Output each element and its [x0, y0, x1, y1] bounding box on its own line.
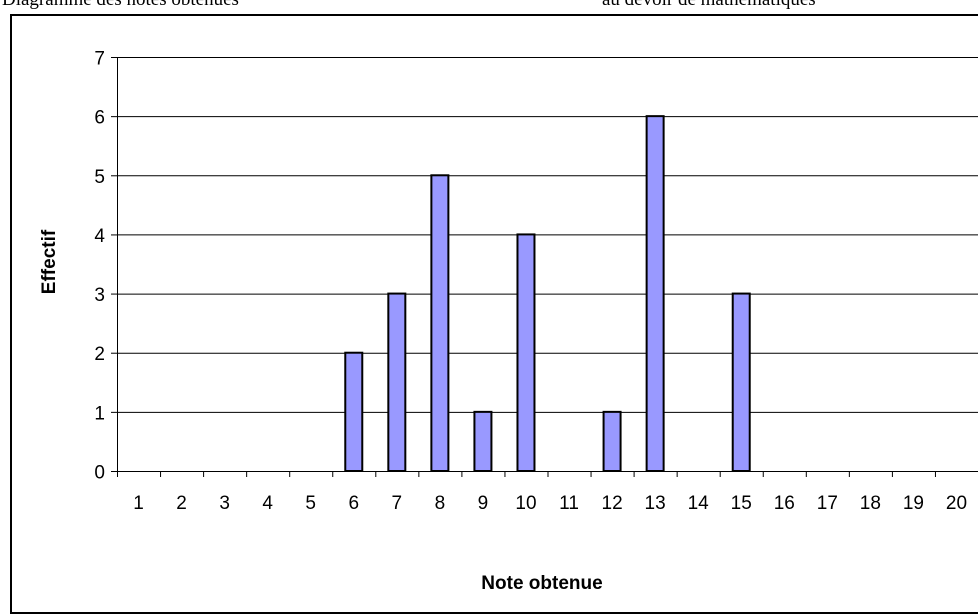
x-tick-label: 15: [731, 493, 752, 514]
x-axis-title: Note obtenue: [481, 573, 602, 594]
y-tick-label: 4: [94, 226, 105, 247]
x-tick-label: 14: [688, 493, 710, 514]
bar-8: [431, 175, 448, 471]
gridlines: [117, 58, 978, 413]
bar-10: [517, 234, 534, 471]
x-tick-label: 6: [348, 493, 359, 514]
x-tick-label: 13: [645, 493, 666, 514]
x-tick-label: 16: [774, 493, 795, 514]
x-tick-label: 12: [602, 493, 623, 514]
bar-6: [345, 353, 362, 471]
x-axis-ticks: 1234567891011121314151617181920: [118, 471, 978, 514]
x-tick-label: 1: [133, 493, 144, 514]
x-tick-label: 2: [176, 493, 187, 514]
x-tick-label: 20: [946, 493, 967, 514]
y-axis-ticks: 0 1 2 3 4 5 6 7: [94, 49, 117, 484]
y-tick-label: 5: [94, 167, 105, 188]
bar-9: [474, 412, 491, 471]
bar-13: [647, 116, 664, 471]
bar-12: [604, 412, 621, 471]
x-tick-label: 17: [817, 493, 838, 514]
x-tick-label: 18: [860, 493, 881, 514]
x-tick-label: 5: [305, 493, 316, 514]
y-axis-title: Effectif: [39, 229, 60, 294]
x-tick-label: 10: [515, 493, 536, 514]
y-tick-label: 6: [94, 108, 105, 129]
x-tick-label: 4: [262, 493, 273, 514]
bar-15: [733, 294, 750, 471]
x-tick-label: 9: [478, 493, 489, 514]
x-tick-label: 11: [559, 493, 579, 514]
bar-7: [388, 294, 405, 471]
x-tick-label: 3: [219, 493, 230, 514]
y-tick-label: 2: [94, 344, 105, 365]
y-tick-label: 3: [94, 285, 105, 306]
x-tick-label: 19: [903, 493, 924, 514]
y-tick-label: 0: [94, 463, 105, 484]
bar-chart: 01234567 1234567891011121314151617181920…: [0, 0, 978, 597]
axes: [117, 57, 978, 472]
x-tick-label: 7: [392, 493, 403, 514]
y-tick-label: 7: [94, 49, 105, 70]
y-tick-label: 1: [94, 403, 105, 424]
x-tick-label: 8: [435, 493, 446, 514]
